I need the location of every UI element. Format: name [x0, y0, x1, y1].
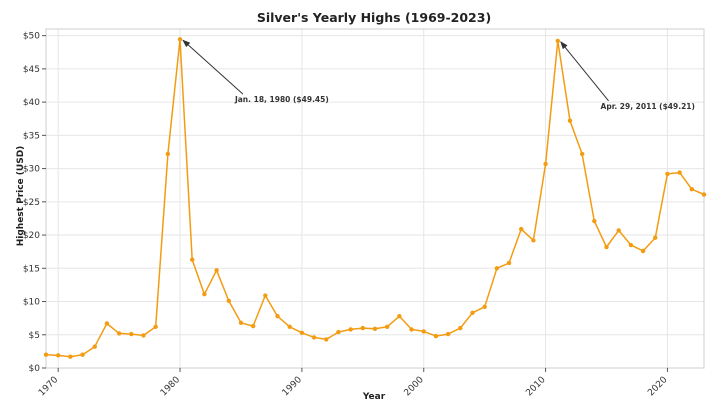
- x-tick-label: 1970: [37, 375, 60, 398]
- data-point: [214, 268, 219, 273]
- annotation-arrow: [560, 41, 609, 102]
- x-tick-label: 2000: [403, 375, 426, 398]
- data-point: [68, 354, 73, 359]
- data-point: [567, 118, 573, 123]
- data-point: [250, 323, 256, 329]
- data-point: [287, 324, 292, 329]
- y-tick-label: $0: [29, 364, 41, 374]
- x-tick-label: 2020: [646, 375, 669, 398]
- y-tick-label: $10: [23, 298, 40, 308]
- data-point: [311, 335, 317, 340]
- data-point: [433, 333, 439, 339]
- x-tick-label: 2010: [524, 375, 547, 398]
- y-tick-label: $35: [23, 131, 40, 141]
- data-point: [190, 257, 195, 262]
- data-point: [55, 353, 61, 358]
- x-tick-label: 1990: [281, 375, 304, 398]
- data-point: [238, 320, 244, 325]
- x-axis-label: Year: [362, 392, 386, 402]
- y-tick-label: $25: [23, 198, 40, 208]
- data-point: [531, 238, 536, 243]
- y-tick-label: $40: [23, 98, 40, 108]
- data-point: [177, 37, 183, 42]
- y-tick-label: $50: [23, 32, 40, 42]
- y-tick-label: $5: [29, 331, 40, 341]
- data-point: [543, 161, 548, 167]
- data-point: [701, 192, 707, 197]
- data-point: [628, 242, 634, 248]
- data-point: [275, 313, 280, 319]
- data-point: [579, 151, 585, 157]
- data-point: [360, 325, 366, 331]
- data-point: [458, 325, 463, 331]
- data-point: [665, 171, 670, 177]
- data-point: [616, 228, 621, 233]
- series-line: [45, 38, 705, 358]
- data-point: [519, 226, 524, 232]
- data-point: [43, 352, 49, 357]
- y-tick-label: $15: [23, 264, 40, 274]
- data-point: [677, 170, 682, 175]
- series-silver-highs: [43, 37, 707, 359]
- data-point: [92, 344, 97, 349]
- data-point: [141, 333, 146, 338]
- annotation-arrow: [182, 39, 244, 95]
- data-point: [494, 266, 500, 271]
- annotation-label: Apr. 29, 2011 ($49.21): [601, 102, 695, 111]
- data-point: [165, 151, 171, 157]
- data-point: [324, 337, 329, 342]
- data-point: [104, 321, 110, 326]
- data-point: [129, 331, 134, 337]
- plot-frame: [45, 28, 705, 369]
- data-point: [116, 331, 122, 336]
- y-tick-label: $30: [23, 165, 40, 175]
- data-point: [384, 324, 390, 329]
- data-point: [689, 186, 695, 192]
- data-point: [640, 248, 646, 254]
- data-point: [409, 327, 414, 332]
- data-point: [397, 313, 402, 319]
- x-tick-label: 1980: [159, 375, 182, 398]
- data-point: [372, 326, 378, 331]
- data-point: [336, 329, 341, 335]
- chart-title: Silver's Yearly Highs (1969-2023): [257, 10, 491, 25]
- data-point: [592, 218, 597, 224]
- data-point: [604, 244, 609, 250]
- data-point: [226, 298, 231, 304]
- data-point: [348, 327, 353, 332]
- data-point: [482, 304, 487, 310]
- data-point: [80, 352, 85, 357]
- data-point: [263, 293, 268, 298]
- y-tick-label: $20: [23, 231, 40, 241]
- data-point: [470, 310, 475, 316]
- data-point: [299, 330, 305, 335]
- data-point: [653, 235, 658, 240]
- annotations: Jan. 18, 1980 ($49.45) Apr. 29, 2011 ($49…: [182, 39, 695, 111]
- y-axis-label: Highest Price (USD): [16, 146, 26, 247]
- data-point: [202, 292, 207, 297]
- ticks: $0 $5 $10 $15 $20 $25 $30 $35 $40 $45 $50 1970 1980 1…: [23, 32, 670, 399]
- annotation-label: Jan. 18, 1980 ($49.45): [234, 95, 329, 104]
- data-point: [506, 260, 512, 266]
- data-point: [421, 329, 426, 334]
- data-point: [153, 324, 158, 329]
- y-tick-label: $45: [23, 65, 40, 75]
- data-point: [555, 38, 560, 44]
- data-point: [445, 331, 451, 337]
- grid: [46, 29, 704, 369]
